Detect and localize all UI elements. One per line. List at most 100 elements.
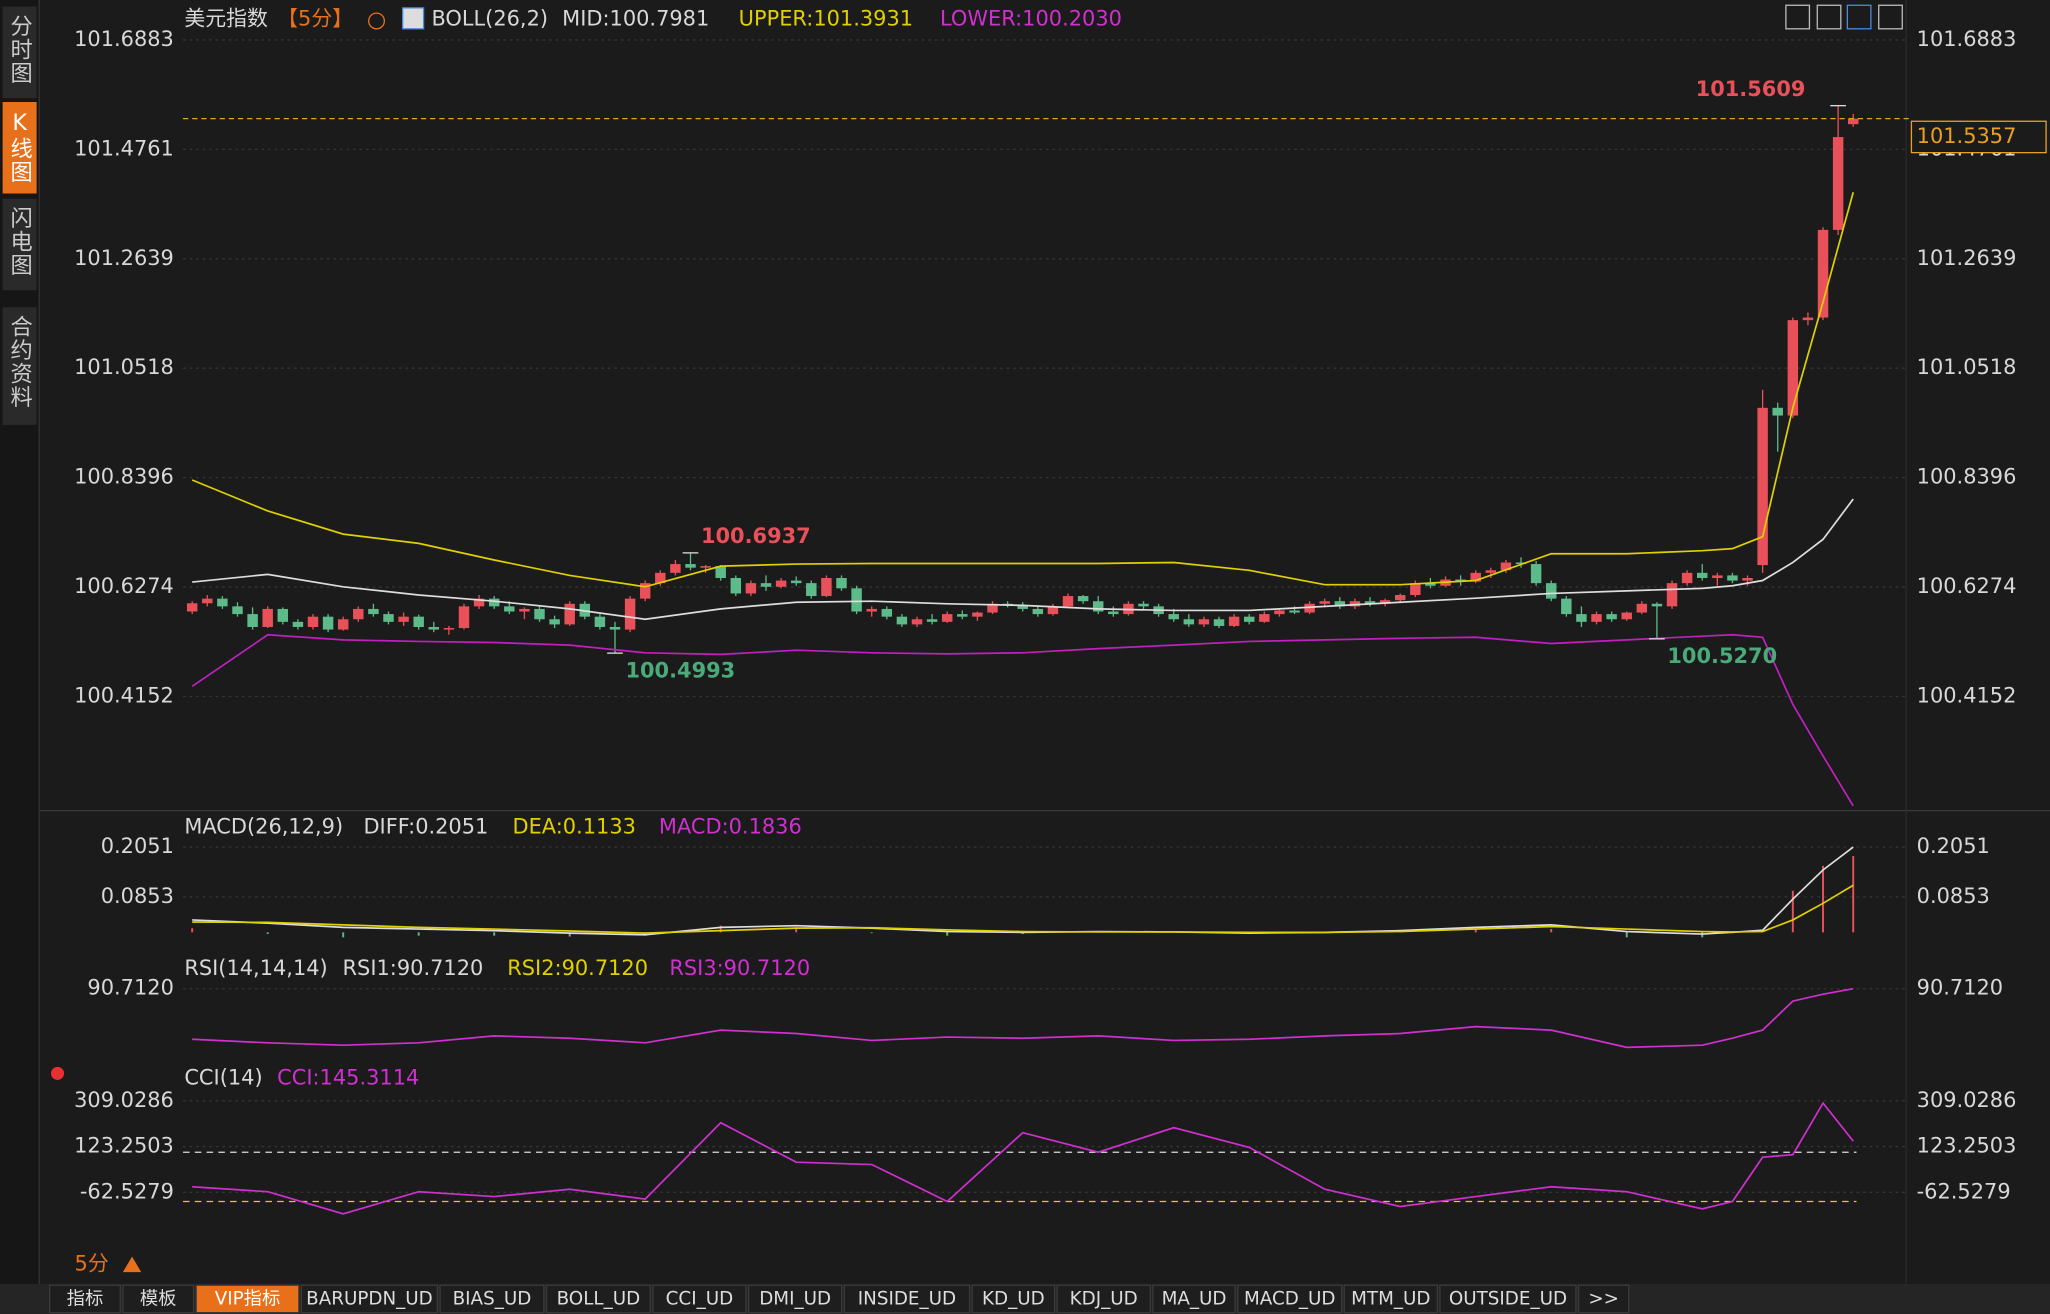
sidebar-tab[interactable] bbox=[2, 102, 37, 194]
footer-tab-label[interactable]: MTM_UD bbox=[1351, 1289, 1430, 1310]
candle-body bbox=[1636, 603, 1648, 613]
y-tick-label-right: 123.2503 bbox=[1917, 1134, 2017, 1158]
candle-body bbox=[488, 598, 500, 607]
candle-body bbox=[821, 577, 832, 597]
candle-body bbox=[1757, 407, 1768, 566]
footer-tab[interactable] bbox=[1056, 1284, 1151, 1314]
sidebar-tab[interactable] bbox=[2, 307, 37, 425]
footer-tab-label[interactable]: DMI_UD bbox=[759, 1289, 831, 1310]
footer-tab-label[interactable]: 模板 bbox=[140, 1289, 177, 1310]
candle-body bbox=[1817, 229, 1829, 318]
y-tick-label: 101.2639 bbox=[74, 246, 174, 270]
candle-body bbox=[1470, 572, 1481, 582]
sidebar-tab[interactable] bbox=[2, 198, 37, 291]
footer-tab[interactable] bbox=[652, 1284, 747, 1314]
candle-body bbox=[624, 598, 636, 630]
footer-tab[interactable] bbox=[545, 1284, 651, 1314]
candle-body bbox=[881, 608, 893, 617]
sidebar-tab-label: 合约资料 bbox=[7, 315, 33, 410]
footer-tab-label[interactable]: KD_UD bbox=[982, 1289, 1045, 1310]
dea-line bbox=[192, 884, 1854, 934]
candle-body bbox=[1697, 572, 1708, 578]
footer-tab[interactable] bbox=[1577, 1284, 1630, 1314]
footer-tab-label[interactable]: INSIDE_UD bbox=[858, 1289, 956, 1310]
candle-body bbox=[987, 603, 998, 613]
candle-body bbox=[1138, 603, 1149, 607]
icon[interactable] bbox=[1846, 4, 1872, 30]
candle-body bbox=[1545, 583, 1557, 599]
candle-body bbox=[1017, 605, 1028, 609]
candle-body bbox=[1606, 614, 1617, 620]
candle-body bbox=[519, 608, 530, 612]
candle-body bbox=[1092, 601, 1104, 612]
candle-body bbox=[851, 588, 862, 612]
footer-tab[interactable] bbox=[122, 1284, 195, 1314]
icon[interactable] bbox=[1785, 4, 1811, 30]
toolbar-icons[interactable] bbox=[1785, 4, 1903, 30]
legend-label: RSI(14,14,14) bbox=[184, 956, 327, 980]
candle-body bbox=[504, 606, 515, 612]
footer-tab[interactable] bbox=[971, 1284, 1056, 1314]
candle-body bbox=[353, 608, 364, 620]
boll-mid: MID:100.7981 bbox=[562, 7, 709, 31]
footer-tab-label[interactable]: 指标 bbox=[67, 1289, 104, 1310]
footer-tab[interactable] bbox=[49, 1284, 121, 1314]
icon[interactable] bbox=[1878, 4, 1903, 30]
candle-body bbox=[398, 616, 409, 622]
candle-body bbox=[1274, 610, 1285, 615]
candle-body bbox=[1681, 572, 1693, 584]
candle-body bbox=[1848, 118, 1859, 125]
footer-tab[interactable] bbox=[195, 1284, 300, 1314]
footer-tab-label[interactable]: BOLL_UD bbox=[557, 1289, 641, 1310]
candle-body bbox=[1621, 612, 1632, 620]
candle-body bbox=[1349, 601, 1361, 607]
footer-tab-label[interactable]: KDJ_UD bbox=[1070, 1289, 1138, 1310]
footer-tab[interactable] bbox=[300, 1284, 439, 1314]
footer-tab[interactable] bbox=[843, 1284, 971, 1314]
annotation-label: 100.4993 bbox=[625, 658, 735, 682]
footer-tab[interactable] bbox=[1237, 1284, 1343, 1314]
candle-body bbox=[1410, 583, 1421, 596]
legend-label: CCI(14) bbox=[184, 1066, 262, 1090]
footer-tab[interactable] bbox=[1152, 1284, 1236, 1314]
last-price-box bbox=[1910, 120, 2047, 154]
footer-tab-label[interactable]: VIP指标 bbox=[215, 1289, 281, 1310]
icon[interactable] bbox=[1816, 4, 1842, 30]
annotation-label: 100.5270 bbox=[1667, 644, 1777, 668]
candle-body bbox=[1772, 407, 1783, 416]
annotation-label: 100.6937 bbox=[701, 524, 811, 548]
y-tick-label: 90.7120 bbox=[87, 976, 173, 1000]
footer-tab[interactable] bbox=[1439, 1284, 1577, 1314]
footer-tab-label[interactable]: CCI_UD bbox=[666, 1289, 734, 1310]
candle-body bbox=[232, 606, 243, 615]
y-tick-label: 309.0286 bbox=[74, 1088, 174, 1112]
footer-tab[interactable] bbox=[747, 1284, 843, 1314]
candle-body bbox=[1591, 614, 1602, 622]
sidebar-tab[interactable] bbox=[2, 6, 37, 99]
y-tick-label-right: 0.0853 bbox=[1917, 884, 1990, 908]
candle-body bbox=[715, 566, 726, 578]
candle-body bbox=[368, 608, 379, 615]
settings-icon[interactable] bbox=[368, 12, 386, 30]
candle-body bbox=[655, 572, 666, 584]
candle-body bbox=[1304, 603, 1315, 613]
candle-body bbox=[1515, 562, 1527, 565]
expand-arrow[interactable] bbox=[122, 1256, 142, 1273]
footer-tab-label[interactable]: MA_UD bbox=[1162, 1289, 1227, 1310]
legend-label: RSI2:90.7120 bbox=[507, 956, 648, 980]
candle-body bbox=[1032, 608, 1044, 615]
y-tick-label: 0.2051 bbox=[101, 834, 174, 858]
footer-tab-label[interactable]: BIAS_UD bbox=[453, 1289, 532, 1310]
footer-tab-label[interactable]: >> bbox=[1588, 1289, 1619, 1310]
candle-body bbox=[1485, 570, 1497, 573]
footer-tab-label[interactable]: BARUPDN_UD bbox=[306, 1289, 433, 1310]
candle-body bbox=[745, 583, 757, 594]
footer-tab[interactable] bbox=[439, 1284, 545, 1314]
boll-upper: UPPER:101.3931 bbox=[739, 7, 913, 31]
footer-tab-label[interactable]: MACD_UD bbox=[1244, 1289, 1335, 1310]
legend-label: RSI3:90.7120 bbox=[669, 956, 810, 980]
y-tick-label: 100.8396 bbox=[74, 465, 174, 489]
footer-tab-label[interactable]: OUTSIDE_UD bbox=[1449, 1289, 1567, 1310]
footer-tab[interactable] bbox=[1343, 1284, 1439, 1314]
